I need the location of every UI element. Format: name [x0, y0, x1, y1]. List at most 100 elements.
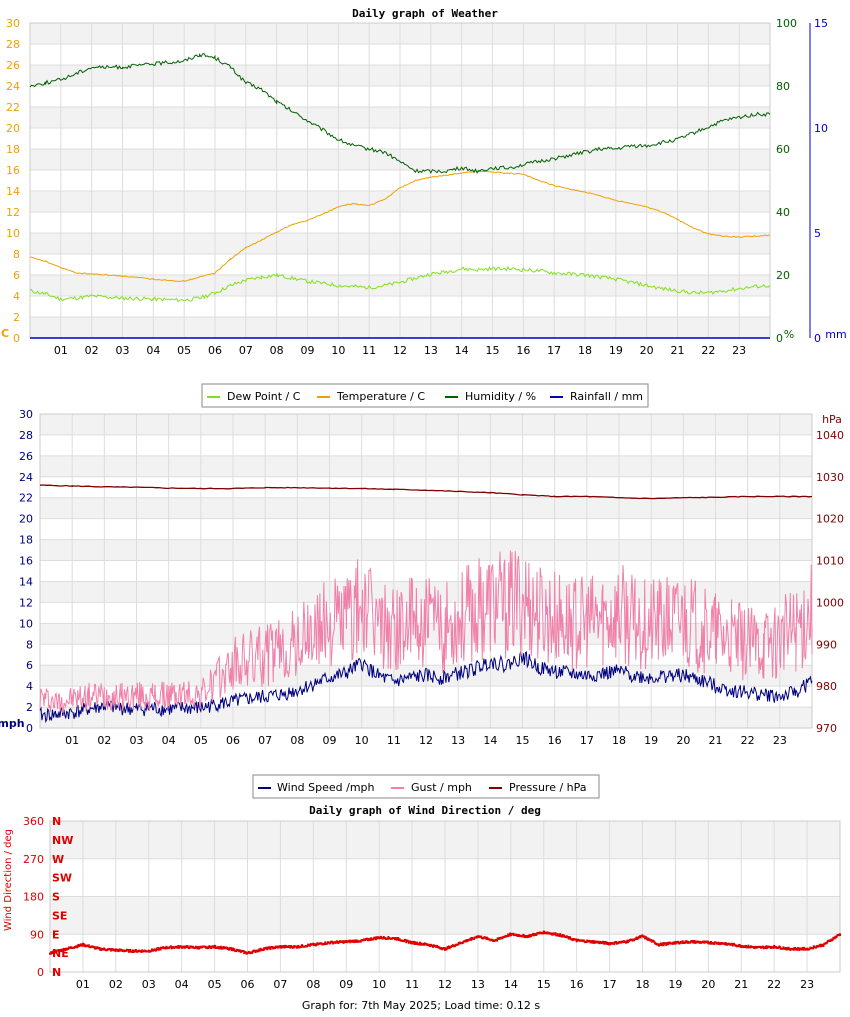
x-tick-label: 17 — [603, 978, 617, 991]
direction-point — [555, 934, 558, 937]
direction-point — [635, 936, 638, 939]
x-tick-label: 04 — [175, 978, 189, 991]
direction-point — [744, 945, 747, 947]
direction-point — [794, 947, 797, 949]
humidity-tick-label: 60 — [776, 143, 790, 156]
rain-tick-label: 10 — [814, 122, 828, 135]
direction-point — [665, 943, 668, 946]
direction-point — [77, 943, 80, 946]
direction-point — [565, 935, 568, 938]
x-tick-label: 07 — [258, 734, 272, 747]
x-tick-label: 22 — [701, 344, 715, 357]
x-tick-label: 21 — [671, 344, 685, 357]
direction-point — [683, 941, 686, 944]
temperature-legend-label: Temperature / C — [336, 390, 425, 403]
direction-point — [220, 945, 223, 948]
x-tick-label: 21 — [734, 978, 748, 991]
direction-point — [140, 950, 143, 953]
pressure-tick-label: 1020 — [816, 513, 844, 526]
x-tick-label: 09 — [323, 734, 337, 747]
direction-point — [532, 932, 535, 935]
direction-point — [227, 947, 230, 950]
direction-point — [231, 949, 234, 952]
direction-point — [394, 937, 397, 939]
direction-point — [731, 944, 734, 947]
direction-point — [585, 940, 588, 943]
wind-chart-series — [39, 484, 813, 724]
x-tick-label: 13 — [451, 734, 465, 747]
pressure-line — [39, 484, 813, 500]
x-tick-label: 21 — [709, 734, 723, 747]
x-tick-label: 15 — [516, 734, 530, 747]
wind-tick-label: 10 — [19, 617, 33, 630]
direction-point — [352, 940, 355, 943]
pressure-legend-label: Pressure / hPa — [509, 781, 587, 794]
direction-point — [239, 949, 242, 952]
direction-point — [554, 932, 557, 935]
direction-point — [470, 938, 473, 941]
direction-point — [638, 935, 641, 938]
direction-point — [55, 951, 58, 954]
direction-point — [159, 948, 162, 951]
x-tick-label: 12 — [438, 978, 452, 991]
direction-point — [625, 941, 628, 944]
direction-point — [355, 940, 358, 943]
direction-point — [165, 945, 168, 948]
direction-point — [359, 940, 362, 943]
direction-point — [646, 938, 649, 941]
direction-point — [785, 947, 788, 949]
direction-point — [781, 947, 784, 950]
direction-point — [684, 941, 687, 944]
direction-point — [282, 945, 284, 948]
x-tick-label: 22 — [741, 734, 755, 747]
plot-frame — [39, 413, 813, 729]
wind-tick-label: 26 — [19, 450, 33, 463]
direction-tick-label: 270 — [23, 853, 44, 866]
direction-point — [133, 950, 136, 953]
temperature-tick-label: 12 — [6, 206, 20, 219]
direction-point — [473, 937, 475, 940]
compass-label: SW — [52, 872, 72, 885]
x-tick-label: 12 — [419, 734, 433, 747]
direction-point — [259, 949, 261, 952]
direction-point — [334, 941, 337, 944]
direction-point — [586, 939, 589, 942]
compass-label: N — [52, 966, 61, 979]
direction-point — [158, 947, 161, 950]
direction-point — [523, 934, 525, 937]
direction-point — [603, 942, 606, 945]
x-tick-label: 14 — [504, 978, 518, 991]
pressure-tick-label: 1030 — [816, 471, 844, 484]
direction-point — [150, 949, 153, 952]
x-tick-label: 18 — [578, 344, 592, 357]
direction-point — [693, 940, 696, 942]
x-tick-label: 17 — [547, 344, 561, 357]
direction-point — [274, 947, 277, 949]
pressure-tick-label: 990 — [816, 638, 837, 651]
direction-tick-label: 90 — [30, 928, 44, 941]
wind-direction-chart: Daily graph of Wind Direction / deg 01 02… — [3, 804, 841, 991]
direction-point — [839, 933, 841, 936]
direction-point — [815, 946, 818, 949]
direction-point — [521, 935, 524, 938]
direction-point — [718, 943, 721, 946]
direction-point — [647, 937, 650, 940]
direction-point — [81, 942, 84, 945]
temperature-tick-label: 26 — [6, 59, 20, 72]
weather-chart-grid — [29, 22, 771, 339]
direction-point — [220, 947, 223, 950]
humidity-tick-label: 80 — [776, 80, 790, 93]
direction-point — [232, 947, 234, 950]
direction-point — [485, 938, 488, 941]
wind-direction-grid — [49, 820, 841, 973]
direction-point — [374, 938, 377, 941]
direction-point — [214, 945, 217, 947]
direction-point — [282, 946, 285, 949]
weather-chart-title: Daily graph of Weather — [352, 7, 498, 20]
x-tick-label: 19 — [609, 344, 623, 357]
direction-point — [684, 940, 687, 943]
direction-point — [681, 940, 684, 943]
direction-point — [414, 941, 417, 944]
humidity-tick-label: 100 — [776, 17, 797, 30]
